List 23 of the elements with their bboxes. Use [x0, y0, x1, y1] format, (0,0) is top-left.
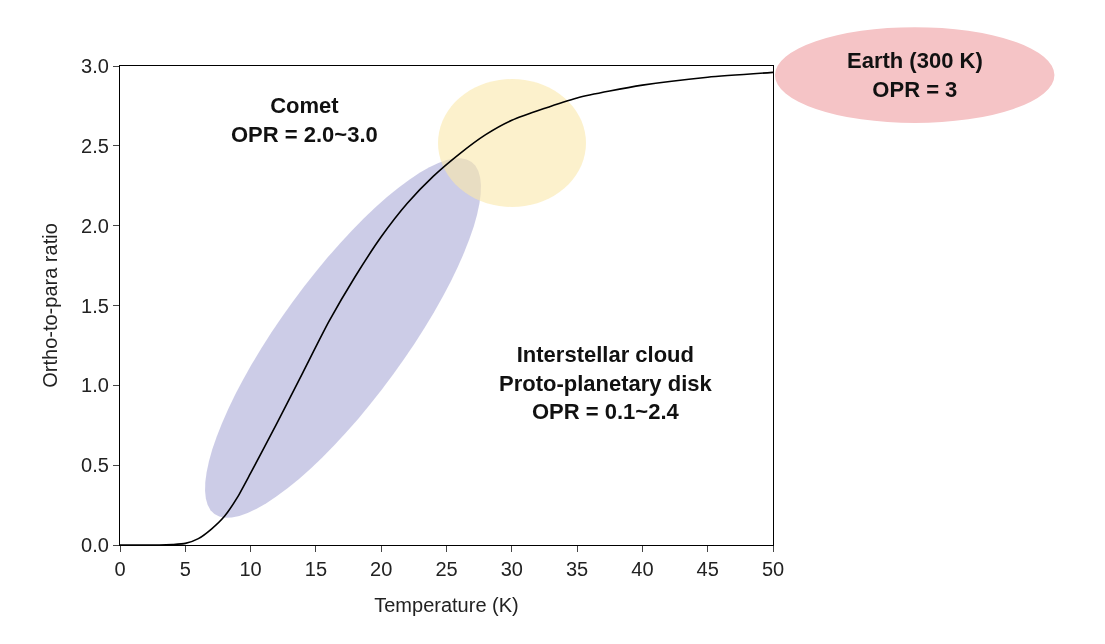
x-tick-label: 40 [631, 558, 654, 581]
y-tick-label: 0.5 [81, 454, 109, 477]
annotation: Interstellar cloud Proto-planetary disk OPR = 0.1~2.4 [499, 342, 713, 425]
y-tick-label: 2.5 [81, 134, 109, 157]
y-tick-label: 2.0 [81, 214, 109, 237]
x-tick-label: 30 [500, 558, 523, 581]
x-tick-label: 50 [761, 558, 785, 581]
y-tick-label: 1.0 [81, 374, 109, 397]
y-axis-title: Ortho-to-para ratio [38, 223, 61, 388]
y-tick-label: 0.0 [81, 534, 109, 556]
x-axis-title: Temperature (K) [374, 593, 519, 616]
x-tick-label: 25 [435, 558, 458, 581]
x-tick-label: 45 [696, 558, 719, 581]
x-tick-label: 10 [239, 558, 262, 581]
x-tick-label: 0 [114, 558, 126, 581]
y-tick-label: 1.5 [81, 294, 109, 317]
x-tick-label: 5 [179, 558, 191, 581]
x-tick-label: 20 [370, 558, 393, 581]
x-tick-label: 15 [304, 558, 328, 581]
x-tick-label: 35 [565, 558, 589, 581]
y-tick-label: 3.0 [81, 55, 109, 77]
text: Earth (300 K) OPR = 3 [847, 48, 983, 102]
annotation: Comet OPR = 2.0~3.0 [231, 93, 378, 147]
